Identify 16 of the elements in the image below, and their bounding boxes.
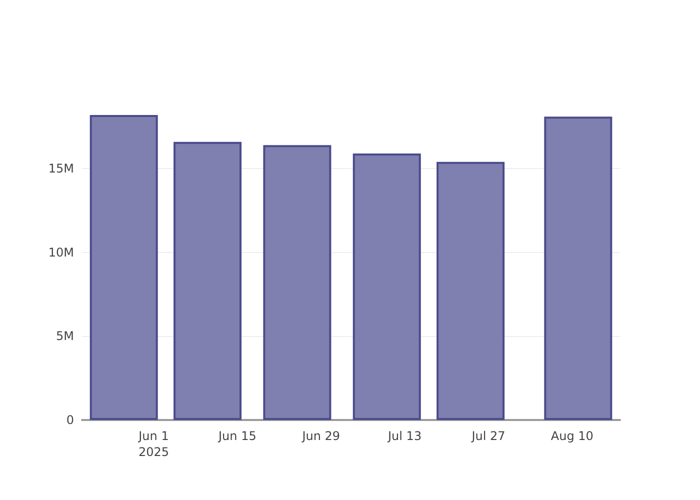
x-tick-label: Jun 15 bbox=[218, 429, 256, 443]
bar bbox=[263, 145, 332, 420]
x-tick-label: Jul 13 bbox=[387, 429, 422, 443]
bar bbox=[352, 154, 421, 420]
y-tick-label: 15M bbox=[48, 162, 74, 176]
bar bbox=[174, 142, 242, 420]
x-tick-label: Jun 1 2025 bbox=[138, 429, 170, 459]
bar bbox=[436, 162, 505, 420]
y-tick-label: 5M bbox=[56, 329, 74, 344]
bar bbox=[90, 115, 158, 420]
x-tick-label: Aug 10 bbox=[550, 429, 594, 443]
y-tick-label: 10M bbox=[48, 245, 74, 260]
x-tick-label: Jun 29 bbox=[301, 429, 340, 443]
bar bbox=[544, 116, 612, 420]
y-tick-label: 0 bbox=[66, 413, 74, 427]
x-tick-label: Jul 27 bbox=[470, 429, 506, 443]
